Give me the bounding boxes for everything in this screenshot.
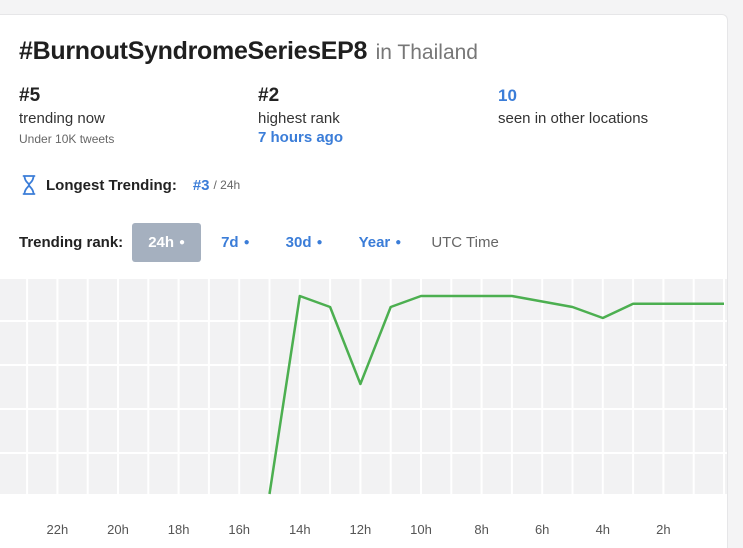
x-tick-label: 4h <box>596 522 610 537</box>
chart-plot-area <box>0 279 727 494</box>
stat-other-locations: 10 seen in other locations <box>498 85 648 129</box>
x-tick-label: 2h <box>656 522 670 537</box>
highest-rank-label: highest rank <box>258 110 340 127</box>
x-tick-label: 14h <box>289 522 311 537</box>
rank-series-line <box>268 294 724 495</box>
range-year-button[interactable]: Year ● <box>358 234 402 251</box>
range-30d-button[interactable]: 30d ● <box>285 234 323 251</box>
x-tick-label: 18h <box>168 522 190 537</box>
timezone-label: UTC Time <box>431 234 499 251</box>
hashtag-title[interactable]: #BurnoutSyndromeSeriesEP8 <box>19 37 368 65</box>
longest-trending: Longest Trending: #3 / 24h <box>22 175 240 195</box>
tweet-volume: Under 10K tweets <box>19 132 115 146</box>
range-24h-label: 24h <box>148 234 175 251</box>
x-tick-label: 22h <box>47 522 69 537</box>
other-locations-label: seen in other locations <box>498 110 649 127</box>
highest-rank-value: #2 <box>258 85 280 106</box>
x-tick-label: 12h <box>350 522 372 537</box>
x-tick-label: 10h <box>410 522 432 537</box>
chart-grid <box>0 279 727 494</box>
range-7d-button[interactable]: 7d ● <box>221 234 250 251</box>
longest-trending-label: Longest Trending: <box>46 176 177 194</box>
other-locations-link[interactable]: 10 <box>498 86 517 105</box>
trending-rank-label: Trending rank: <box>19 234 124 251</box>
x-tick-label: 20h <box>107 522 129 537</box>
range-7d-label: 7d <box>221 234 239 251</box>
x-tick-label: 6h <box>535 522 549 537</box>
longest-trending-window: / 24h <box>213 178 241 192</box>
trending-rank-chart[interactable]: 22h 20h 18h 16h 14h 12h 10h 8h 6h 4h 2h <box>0 279 727 548</box>
trending-rank-controls: Trending rank: 24h ● 7d ● 30d ● Year ● UTC T… <box>19 223 499 262</box>
x-tick-label: 8h <box>474 522 488 537</box>
range-24h-button[interactable]: 24h ● <box>132 223 202 262</box>
trend-card: #BurnoutSyndromeSeriesEP8 in Thailand #5… <box>0 14 728 548</box>
longest-trending-rank[interactable]: #3 <box>192 176 210 194</box>
chart-x-axis: 22h 20h 18h 16h 14h 12h 10h 8h 6h 4h 2h <box>47 522 671 537</box>
current-rank-value: #5 <box>19 85 41 106</box>
stat-current-rank: #5 trending now Under 10K tweets <box>19 85 114 146</box>
highest-rank-time-link[interactable]: 7 hours ago <box>258 129 344 146</box>
x-tick-label: 16h <box>228 522 250 537</box>
range-30d-label: 30d <box>285 234 312 251</box>
title-row: #BurnoutSyndromeSeriesEP8 in Thailand <box>19 37 478 66</box>
hourglass-icon <box>22 175 36 195</box>
location-label: in Thailand <box>375 41 478 64</box>
current-rank-label: trending now <box>19 110 105 127</box>
stat-highest-rank: #2 highest rank 7 hours ago <box>258 85 343 147</box>
range-year-label: Year <box>358 234 391 251</box>
